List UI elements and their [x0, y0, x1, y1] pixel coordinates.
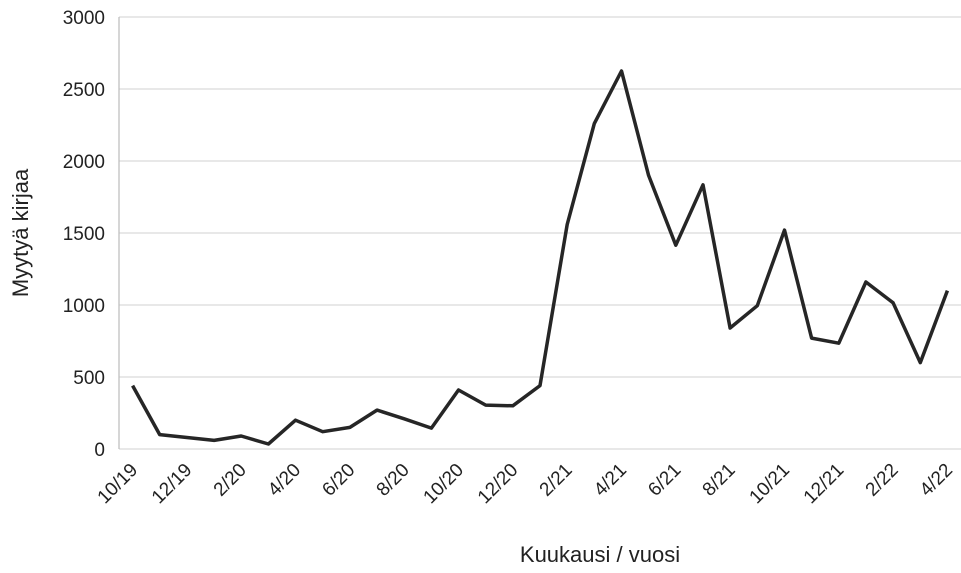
y-tick-label: 1500	[63, 224, 105, 245]
x-tick-label: 4/20	[264, 460, 305, 501]
x-tick-label: 10/19	[94, 460, 142, 508]
x-tick-label: 6/21	[644, 460, 685, 501]
x-tick-label: 8/21	[699, 460, 740, 501]
x-tick-label: 2/22	[862, 460, 903, 501]
x-tick-label: 4/22	[916, 460, 957, 501]
x-tick-label: 2/21	[536, 460, 577, 501]
data-line	[131, 69, 950, 446]
x-tick-label: 8/20	[373, 460, 414, 501]
y-tick-label: 2000	[63, 152, 105, 173]
x-tick-label: 2/20	[210, 460, 251, 501]
x-tick-label: 12/21	[800, 460, 848, 508]
y-tick-label: 1000	[63, 296, 105, 317]
y-tick-label: 500	[73, 368, 105, 389]
x-tick-label: 12/19	[148, 460, 196, 508]
y-axis-title: Myytyä kirjaa	[8, 168, 33, 297]
x-axis-title: Kuukausi / vuosi	[520, 542, 680, 567]
y-tick-label: 2500	[63, 80, 105, 101]
x-tick-label: 10/20	[420, 460, 468, 508]
y-tick-label: 3000	[63, 8, 105, 29]
y-tick-label: 0	[94, 440, 105, 461]
x-tick-label: 4/21	[590, 460, 631, 501]
x-tick-label: 12/20	[474, 460, 522, 508]
x-tick-label: 10/21	[746, 460, 794, 508]
x-tick-label: 6/20	[318, 460, 359, 501]
